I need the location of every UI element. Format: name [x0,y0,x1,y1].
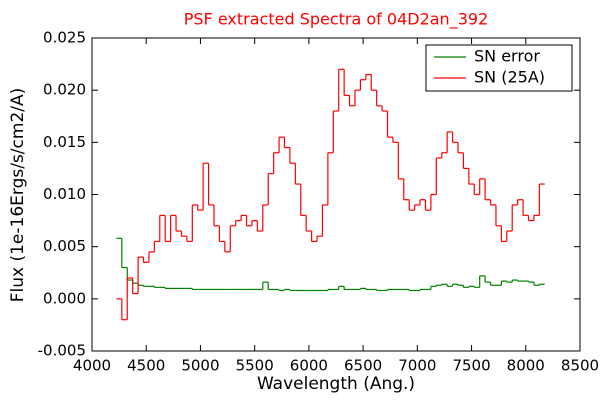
chart-title: PSF extracted Spectra of 04D2an_392 [184,10,488,30]
x-tick-label: 8000 [507,357,545,375]
x-tick-label: 5000 [181,357,219,375]
plot-frame [91,37,581,352]
legend-label: SN (25A) [474,68,545,87]
x-tick-label: 4000 [73,357,111,375]
y-tick-label: 0.020 [43,81,86,99]
x-tick-label: 6500 [344,357,382,375]
x-tick-label: 4500 [127,357,165,375]
y-tick-label: -0.005 [38,342,86,360]
step-riser [121,69,540,320]
y-tick-label: 0.015 [43,133,86,151]
step-riser [121,238,540,291]
x-axis-label: Wavelength (Ang.) [257,374,415,394]
legend-box [425,44,573,92]
y-tick-label: 0.010 [43,185,86,203]
y-tick-label: 0.005 [43,237,86,255]
y-tick-label: 0.000 [43,289,86,307]
x-tick-label: 7500 [452,357,490,375]
x-tick-label: 6000 [290,357,328,375]
y-axis-label: Flux (1e-16Ergs/s/cm2/A) [8,88,28,303]
x-tick-label: 8500 [561,357,599,375]
y-tick-label: 0.025 [43,29,86,47]
x-tick-label: 5500 [236,357,274,375]
legend-label: SN error [474,47,540,66]
x-tick-label: 7000 [398,357,436,375]
